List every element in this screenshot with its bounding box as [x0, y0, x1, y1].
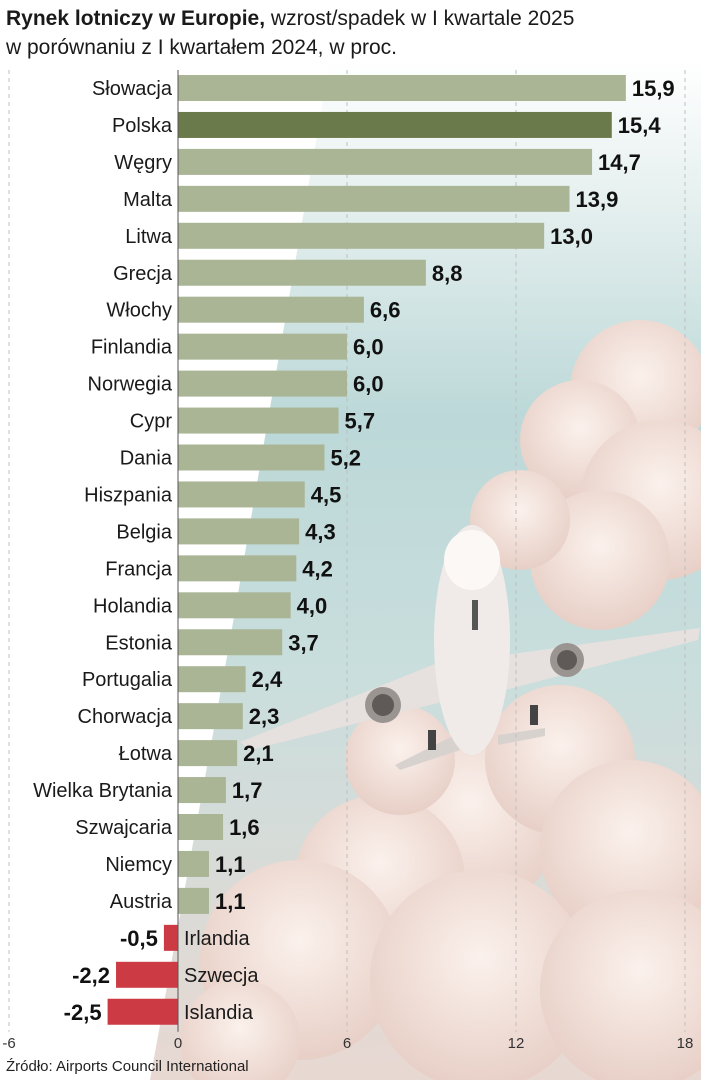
value-label: 6,0: [353, 335, 384, 360]
chart-title: Rynek lotniczy w Europie, wzrost/spadek …: [6, 4, 696, 62]
category-label: Łotwa: [119, 743, 173, 765]
bar: [116, 961, 178, 988]
category-label: Włochy: [106, 300, 172, 322]
category-label: Austria: [110, 891, 173, 913]
value-label: 4,2: [302, 556, 333, 581]
bar: [178, 629, 283, 656]
x-tick-label: 0: [174, 1035, 182, 1052]
bar: [178, 850, 209, 877]
bar: [178, 740, 238, 767]
source-note: Źródło: Airports Council International: [6, 1058, 249, 1075]
title-rest: wzrost/spadek w I kwartale 2025: [265, 7, 575, 30]
category-label: Litwa: [125, 226, 173, 248]
value-label: 13,9: [576, 187, 619, 212]
bar: [178, 666, 246, 693]
value-label: 4,5: [311, 482, 342, 507]
bar: [178, 185, 570, 212]
title-bold: Rynek lotniczy w Europie,: [6, 7, 266, 30]
category-label: Finlandia: [91, 337, 173, 359]
category-label: Portugalia: [82, 669, 173, 691]
value-label: 14,7: [598, 150, 641, 175]
value-label: -2,5: [64, 1000, 102, 1025]
x-tick-label: -6: [2, 1035, 15, 1052]
title-line-2: w porównaniu z I kwartałem 2024, w proc.: [6, 36, 398, 59]
bar: [178, 222, 545, 249]
category-label: Szwecja: [184, 965, 259, 987]
value-label: 1,6: [229, 815, 260, 840]
category-label: Węgry: [114, 152, 172, 174]
value-label: -0,5: [120, 926, 158, 951]
bar: [178, 887, 209, 914]
bar: [178, 259, 426, 286]
bar: [178, 407, 339, 434]
bar: [178, 518, 300, 545]
category-label: Cypr: [130, 411, 173, 433]
value-label: 15,9: [632, 76, 675, 101]
bar: [178, 777, 226, 804]
value-label: -2,2: [72, 963, 110, 988]
category-label: Norwegia: [88, 374, 173, 396]
category-label: Belgia: [116, 521, 172, 543]
value-label: 6,0: [353, 372, 384, 397]
x-tick-label: 6: [343, 1035, 351, 1052]
bar: [178, 370, 347, 397]
value-label: 1,1: [215, 889, 246, 914]
category-label: Szwajcaria: [75, 817, 173, 839]
category-label: Polska: [112, 115, 173, 137]
category-label: Holandia: [93, 595, 173, 617]
value-label: 5,2: [330, 446, 361, 471]
value-label: 8,8: [432, 261, 463, 286]
category-label: Słowacja: [92, 78, 173, 100]
category-label: Irlandia: [184, 928, 250, 950]
bar: [178, 444, 325, 471]
bar: [178, 333, 347, 360]
category-label: Estonia: [105, 632, 173, 654]
bar: [178, 481, 305, 508]
value-label: 3,7: [288, 630, 319, 655]
category-label: Francja: [105, 558, 173, 580]
value-label: 13,0: [550, 224, 593, 249]
value-label: 4,0: [297, 593, 328, 618]
title-line-1: Rynek lotniczy w Europie, wzrost/spadek …: [6, 4, 696, 33]
value-label: 1,7: [232, 778, 263, 803]
value-label: 4,3: [305, 519, 336, 544]
category-label: Chorwacja: [78, 706, 173, 728]
bar: [178, 555, 297, 582]
value-label: 15,4: [618, 113, 662, 138]
bar: [178, 814, 224, 840]
bar: [178, 703, 243, 730]
value-label: 2,4: [252, 667, 283, 692]
category-label: Wielka Brytania: [33, 780, 173, 802]
airplane-graphic: [240, 525, 700, 770]
category-label: Dania: [120, 448, 173, 470]
bar: [178, 592, 291, 619]
bar: [107, 998, 178, 1025]
value-label: 6,6: [370, 298, 401, 323]
bar: [163, 924, 178, 951]
bar: [178, 148, 593, 175]
bar: [178, 75, 626, 101]
x-tick-label: 18: [677, 1035, 694, 1052]
category-label: Niemcy: [105, 854, 172, 876]
category-label: Hiszpania: [84, 484, 173, 506]
value-label: 1,1: [215, 852, 246, 877]
value-label: 2,1: [243, 741, 274, 766]
value-label: 2,3: [249, 704, 280, 729]
x-tick-label: 12: [508, 1035, 525, 1052]
category-label: Malta: [123, 189, 173, 211]
bar: [178, 296, 364, 323]
category-label: Grecja: [113, 263, 173, 285]
category-label: Islandia: [184, 1002, 254, 1024]
value-label: 5,7: [345, 409, 376, 434]
bar: [178, 111, 612, 138]
